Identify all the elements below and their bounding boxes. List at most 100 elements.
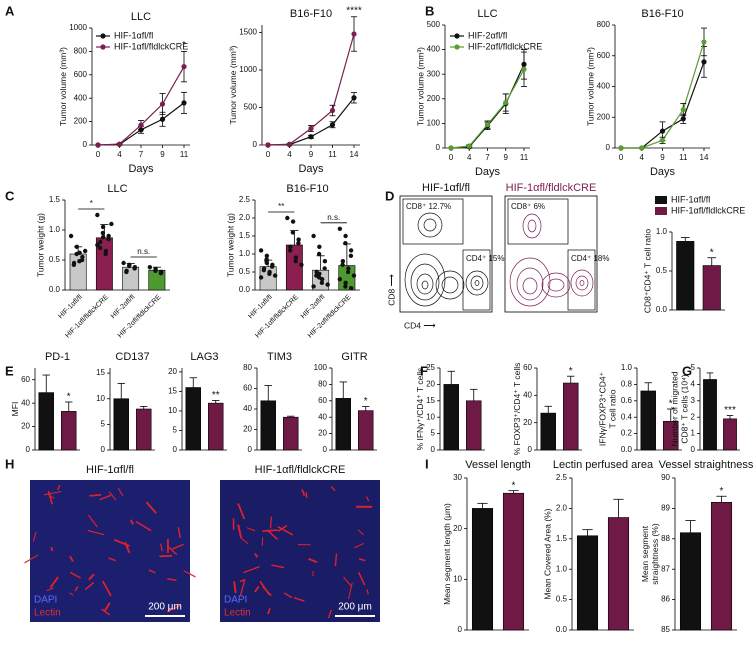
legend-marker	[454, 33, 460, 39]
data-point	[100, 235, 106, 240]
panel-label: G	[682, 363, 692, 378]
vessel	[354, 542, 364, 549]
vessel	[305, 491, 308, 499]
marker	[680, 106, 686, 113]
vessel	[69, 555, 74, 562]
data-point	[345, 269, 351, 275]
data-point	[109, 221, 114, 227]
chart-title: CD137	[115, 351, 149, 363]
y-tick-label: 100	[427, 119, 441, 128]
vessel	[269, 516, 272, 529]
data-point	[319, 280, 325, 285]
annotation: *	[512, 480, 516, 491]
bar	[640, 390, 656, 451]
bar	[260, 400, 276, 451]
y-tick-label: 600	[74, 70, 88, 79]
x-tick-label: 9	[660, 153, 665, 162]
vessel	[277, 526, 294, 536]
marker	[701, 39, 707, 45]
data-point	[100, 230, 106, 236]
vessel	[108, 491, 117, 501]
marker	[448, 145, 454, 151]
annotation: *	[182, 40, 186, 51]
legend-label: HIF-1αfl/fl	[114, 30, 153, 40]
vessel	[160, 543, 163, 552]
y-tick-label: 15	[168, 387, 177, 396]
y-tick-label: 60	[523, 363, 532, 372]
legend-marker	[100, 33, 106, 39]
bar	[710, 502, 733, 631]
marker	[351, 31, 357, 37]
y-tick-label: 10	[426, 412, 435, 421]
x-tick-label: 14	[350, 150, 359, 159]
data-point	[288, 244, 293, 249]
vessel	[183, 570, 196, 578]
bar	[136, 408, 152, 451]
y-tick-label: 60	[318, 396, 327, 405]
bar	[208, 402, 224, 451]
y-tick-label: 1.5	[556, 534, 568, 543]
y-tick-label: 2.5	[239, 195, 251, 204]
x-tick-label: 14	[700, 153, 709, 162]
marker	[308, 134, 314, 140]
y-tick-label: 40	[243, 404, 252, 413]
vessel	[49, 576, 59, 589]
x-tick-label: 7	[485, 153, 490, 162]
y-tick-label: 20	[426, 380, 435, 389]
data-point	[348, 253, 354, 258]
bracket-label: *	[90, 199, 93, 208]
y-tick-label: 0.5	[556, 595, 568, 604]
vessel	[267, 608, 271, 615]
image-title: HIF-1αfl/fl	[86, 464, 134, 476]
y-tick-label: 0.0	[49, 285, 61, 294]
data-point	[106, 236, 111, 242]
y-tick-label: 86	[661, 595, 670, 604]
legend-label: HIF-1αfl/fldlckCRE	[114, 41, 188, 51]
y-tick-label: 200	[597, 112, 611, 121]
chart-title: GITR	[341, 351, 367, 363]
vessel	[293, 596, 305, 602]
data-point	[348, 286, 354, 291]
flow-plots: HIF-1αfl/fl HIF-1αfl/fldlckCRE CD8⁺ 12.7…	[386, 182, 609, 330]
data-point	[74, 244, 80, 249]
marker	[181, 64, 187, 70]
data-point	[98, 239, 103, 245]
panel-label: B	[425, 3, 434, 18]
legend-swatch	[655, 196, 667, 204]
marker	[484, 122, 491, 128]
y-axis-label: MFI	[10, 402, 20, 417]
marker	[659, 128, 666, 134]
vessel	[233, 581, 237, 594]
data-point	[293, 255, 299, 260]
y-tick-label: 0	[173, 445, 178, 454]
vessel	[327, 609, 332, 619]
y-tick-label: 1.0	[49, 225, 61, 234]
y-tick-label: 0	[253, 140, 258, 149]
annotation: ***	[724, 405, 736, 416]
vessel	[343, 576, 352, 587]
annotation: *	[720, 486, 724, 497]
y-axis-label: Tumor volume (mm³)	[58, 47, 68, 126]
y-axis-label: % FOXP3⁺/CD4⁺ T cells	[512, 363, 522, 456]
marker	[329, 122, 336, 128]
y-axis-label: T cell ratio	[607, 389, 617, 428]
data-point	[95, 212, 100, 218]
y-tick-label: 10	[453, 574, 462, 583]
x-tick-label: 9	[504, 153, 509, 162]
y-tick-label: 2.0	[239, 213, 251, 222]
stain-label: DAPI	[224, 595, 247, 606]
data-point	[325, 282, 330, 287]
y-tick-label: 0.5	[239, 267, 251, 276]
panel-label: C	[5, 188, 15, 203]
vessel	[254, 553, 259, 558]
data-point	[340, 259, 346, 264]
y-tick-label: 90	[661, 473, 670, 482]
data-point	[296, 241, 301, 246]
gate-label: CD8⁺ 6%	[511, 202, 545, 211]
marker	[701, 59, 707, 65]
gate-label: CD4⁺ 18%	[571, 254, 609, 263]
y-tick-label: 5	[101, 419, 106, 428]
y-tick-label: 0.5	[49, 255, 61, 264]
vessel	[32, 531, 37, 542]
